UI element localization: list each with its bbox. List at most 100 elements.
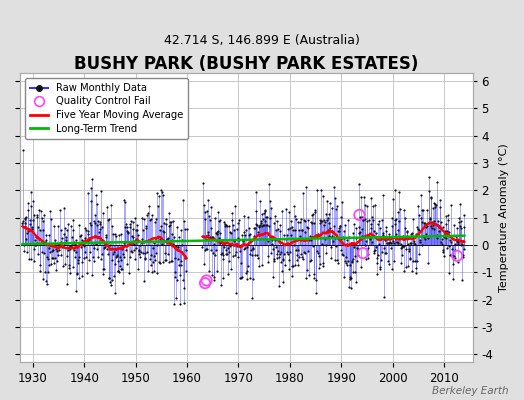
Point (92, 241, 100, 248)
Point (293, 257, 301, 263)
Point (126, 221, 134, 227)
Point (27, 203, 35, 209)
Point (50, 240, 59, 247)
Point (72, 237, 81, 243)
Point (150, 253, 159, 260)
Point (118, 265, 126, 272)
Point (125, 270, 134, 276)
Point (200, 247, 209, 253)
Point (367, 225, 376, 231)
Point (238, 232, 246, 238)
Point (289, 262, 298, 269)
Point (42, 232, 51, 238)
Point (26, 189, 35, 196)
Point (171, 255, 179, 261)
Point (306, 233, 314, 240)
Point (174, 234, 183, 240)
Point (427, 194, 435, 200)
Point (60, 205, 68, 212)
Point (374, 220, 382, 227)
Point (61, 260, 69, 267)
Point (232, 248, 240, 255)
Point (285, 256, 293, 263)
Point (235, 237, 244, 243)
Point (361, 216, 369, 222)
Point (423, 207, 431, 213)
Point (255, 223, 264, 229)
Point (398, 232, 407, 239)
Point (121, 224, 129, 230)
Point (43, 254, 51, 260)
Point (141, 224, 150, 231)
Point (270, 255, 279, 262)
Point (30, 211, 38, 218)
Point (455, 215, 463, 221)
Point (403, 240, 412, 247)
Point (39, 218, 48, 225)
Point (422, 222, 431, 229)
Point (276, 228, 285, 234)
Point (36, 268, 44, 274)
Point (300, 229, 309, 236)
Point (88, 176, 96, 182)
Point (205, 268, 213, 274)
Point (60, 240, 69, 246)
Point (395, 189, 403, 196)
Point (368, 214, 376, 220)
Point (449, 261, 457, 267)
Point (106, 279, 114, 286)
Point (105, 216, 113, 222)
Point (46, 208, 54, 214)
Point (134, 266, 143, 272)
Point (269, 258, 278, 264)
Point (181, 226, 190, 232)
Point (168, 258, 176, 264)
Point (57, 238, 65, 245)
Point (301, 218, 310, 224)
Point (313, 187, 322, 194)
Point (381, 237, 389, 244)
Point (443, 245, 452, 251)
Point (276, 251, 284, 257)
Point (219, 252, 227, 259)
Point (321, 236, 329, 242)
Point (148, 269, 156, 276)
Point (127, 218, 136, 224)
Point (250, 252, 259, 258)
Point (358, 225, 366, 232)
Point (315, 261, 324, 267)
Point (37, 240, 45, 247)
Point (228, 217, 236, 224)
Point (289, 227, 297, 233)
Point (128, 248, 136, 255)
Point (33, 214, 41, 220)
Point (92, 192, 101, 199)
Point (205, 213, 213, 219)
Point (396, 206, 405, 213)
Point (129, 226, 138, 232)
Point (366, 194, 375, 201)
Point (305, 272, 313, 278)
Point (262, 222, 270, 228)
Point (213, 268, 222, 274)
Point (354, 252, 362, 258)
Point (238, 238, 247, 244)
Point (311, 206, 319, 213)
Point (334, 260, 343, 266)
Point (227, 210, 236, 216)
Point (425, 215, 434, 221)
Point (302, 224, 311, 231)
Point (384, 258, 392, 264)
Point (143, 211, 151, 218)
Point (111, 231, 119, 237)
Point (337, 236, 345, 243)
Point (420, 222, 429, 228)
Point (84, 231, 93, 237)
Point (352, 279, 361, 285)
Point (325, 232, 334, 239)
Point (335, 223, 344, 229)
Point (356, 229, 364, 235)
Point (268, 241, 277, 248)
Point (206, 225, 215, 231)
Point (53, 248, 61, 254)
